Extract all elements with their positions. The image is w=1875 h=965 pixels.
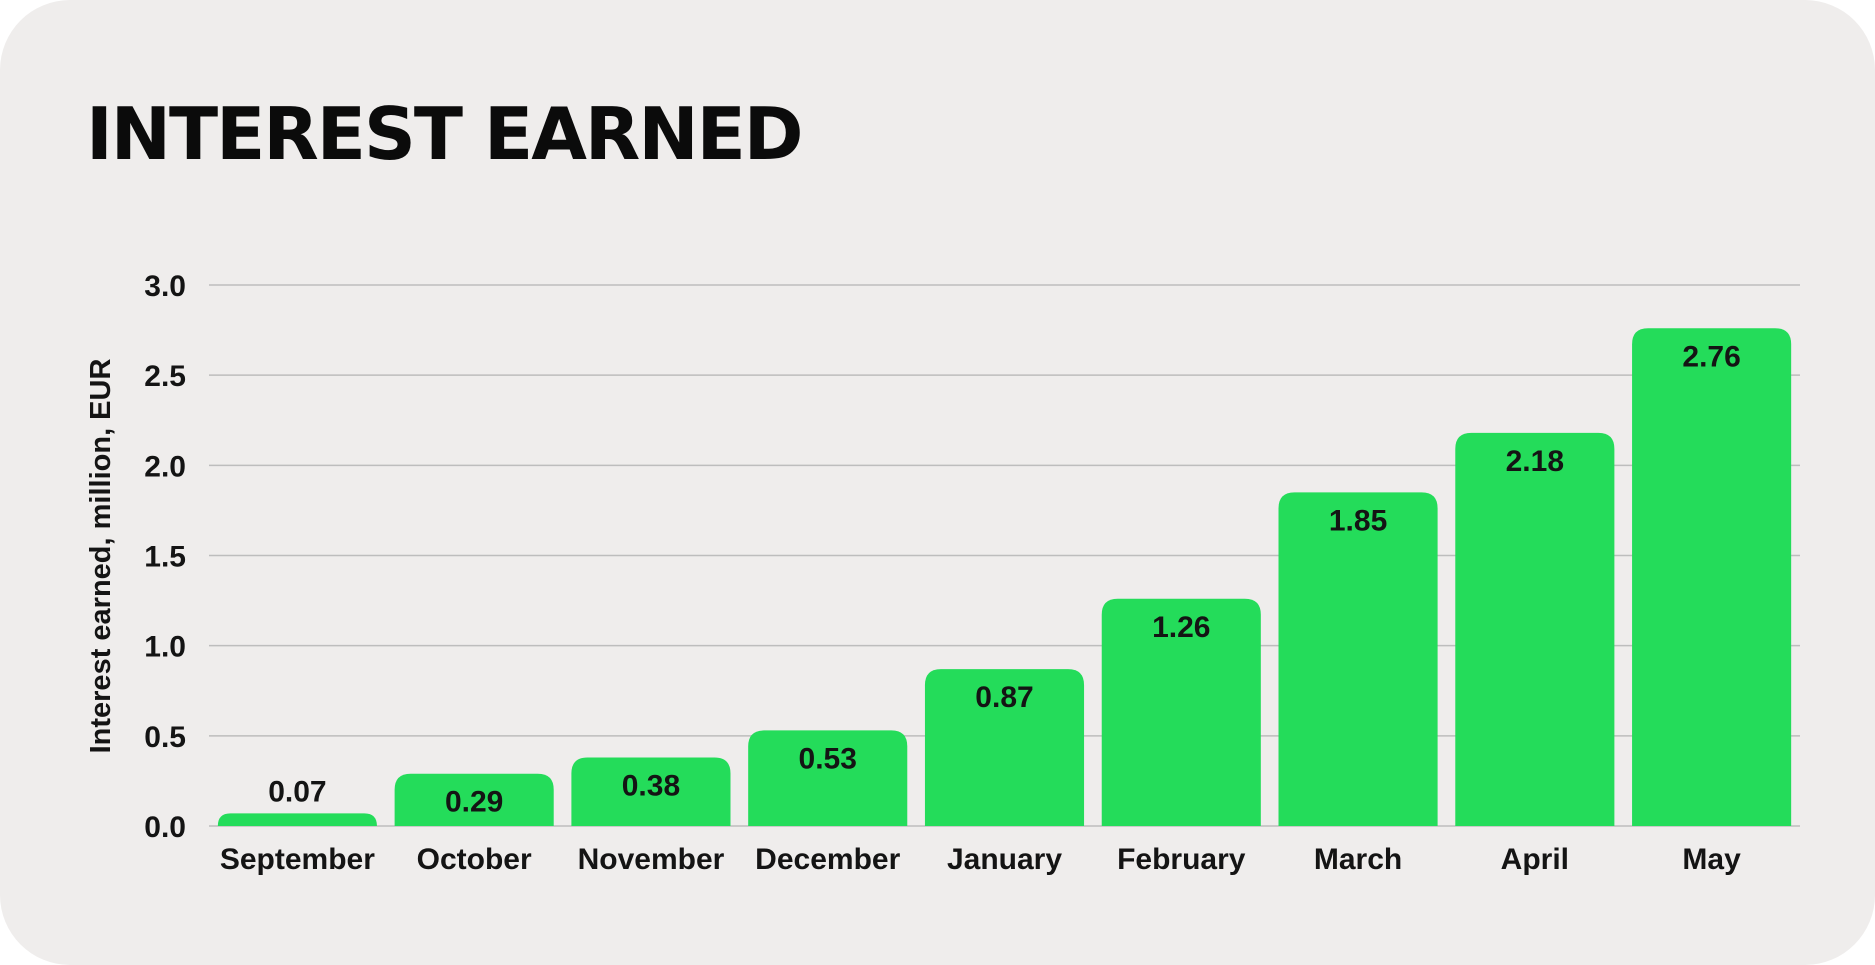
x-tick-label: November (578, 843, 725, 876)
x-tick-label: December (755, 843, 900, 876)
bars (217, 328, 1792, 826)
bar (1455, 432, 1615, 826)
data-label: 0.38 (622, 769, 680, 802)
x-tick-label: May (1682, 843, 1741, 876)
data-label: 0.87 (975, 681, 1033, 714)
data-label: 2.76 (1682, 340, 1740, 373)
bar (394, 773, 554, 826)
bar (217, 813, 377, 826)
data-label: 1.26 (1152, 611, 1210, 644)
y-tick-label: 2.5 (144, 360, 186, 393)
bar (1278, 492, 1438, 826)
x-tick-label: April (1501, 843, 1569, 876)
bar (924, 669, 1085, 826)
y-tick-label: 0.5 (144, 721, 186, 754)
bar (1101, 598, 1261, 826)
data-label: 0.07 (268, 775, 326, 808)
data-label: 0.29 (445, 786, 503, 819)
x-tick-label: March (1314, 843, 1402, 876)
y-tick-label: 1.5 (144, 541, 186, 574)
x-tick-label: February (1117, 843, 1246, 876)
data-label: 0.53 (799, 742, 857, 775)
x-tick-label: January (947, 843, 1062, 876)
data-label: 2.18 (1506, 445, 1564, 478)
y-axis-title: Interest earned, million, EUR (85, 359, 117, 754)
x-tick-label: October (417, 843, 532, 876)
y-tick-label: 2.0 (144, 450, 186, 483)
chart-title: INTEREST EARNED (86, 92, 804, 176)
y-tick-label: 3.0 (144, 270, 186, 303)
bar (748, 730, 908, 826)
bar (571, 757, 731, 826)
labels: 0.0 0.5 1.0 1.5 2.0 2.5 3.0 0.07 September 0.29 Oc… (144, 270, 1741, 876)
data-label: 1.85 (1329, 504, 1387, 537)
x-tick-label: September (220, 843, 375, 876)
bar (1632, 328, 1792, 826)
y-tick-label: 1.0 (144, 631, 186, 664)
y-tick-label: 0.0 (144, 811, 186, 844)
